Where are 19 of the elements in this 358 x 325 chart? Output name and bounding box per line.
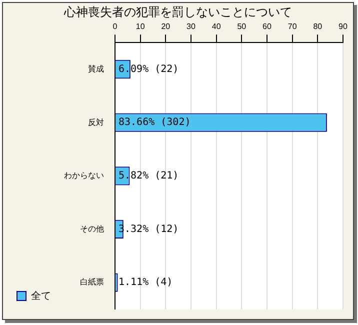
data-label: 1.11% (4)	[118, 277, 173, 288]
y-tick-label: 賛成	[88, 64, 104, 74]
x-tick-label: 40	[212, 22, 222, 32]
x-tick-label: 20	[161, 22, 171, 32]
y-tick-label: わからない	[64, 171, 104, 180]
x-tick-label: 70	[288, 22, 298, 32]
y-tick-label: 白紙票	[80, 278, 104, 287]
x-tick-label: 10	[136, 22, 146, 32]
x-tick-label: 90	[338, 22, 348, 32]
y-tick-label: その他	[80, 224, 104, 234]
data-label: 83.66% (302)	[118, 117, 191, 128]
chart-title: 心神喪失者の犯罪を罰しないことについて	[63, 4, 293, 21]
x-tick-label: 80	[313, 22, 323, 32]
legend-label: 全て	[31, 290, 51, 302]
x-tick-label: 60	[262, 22, 272, 32]
x-tick-label: 30	[186, 22, 196, 32]
x-tick-label: 0	[112, 22, 118, 32]
x-tick-label: 50	[237, 22, 247, 32]
y-tick-label: 反対	[88, 118, 104, 127]
